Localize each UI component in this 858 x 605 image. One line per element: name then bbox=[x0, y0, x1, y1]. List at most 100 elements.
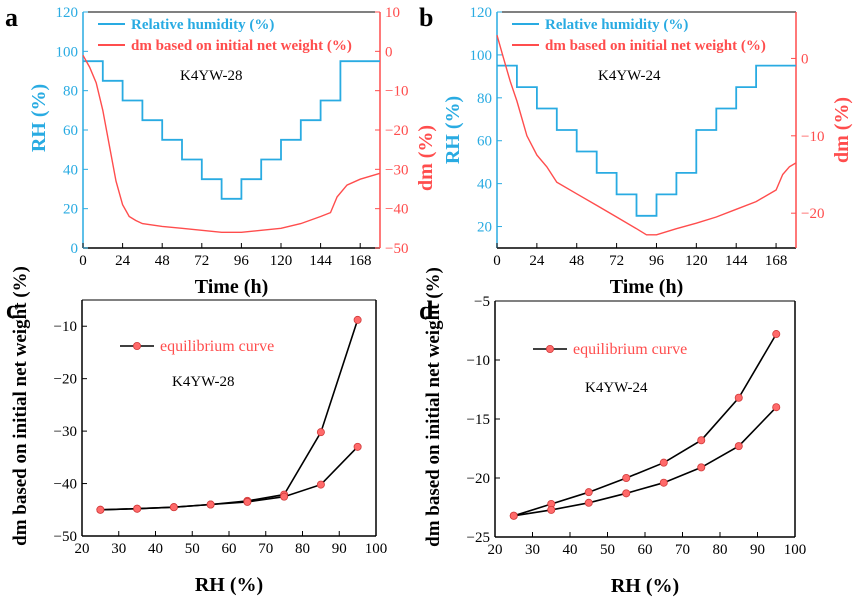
panel-d-x-tick-label: 80 bbox=[713, 542, 728, 558]
panel-a-x-axis-title: Time (h) bbox=[195, 276, 269, 298]
panel-c-x-tick-label: 60 bbox=[222, 541, 237, 557]
panel-d-x-tick-label: 40 bbox=[563, 542, 578, 558]
panel-d-left-tick-label: −5 bbox=[474, 294, 490, 310]
panel-c-x-tick-label: 50 bbox=[185, 541, 200, 557]
panel-c-legend-marker bbox=[132, 341, 141, 350]
panel-d-series-0-point bbox=[584, 488, 593, 497]
panel-c-legend-label: equilibrium curve bbox=[160, 338, 274, 355]
panel-a-right-tick-label: −50 bbox=[385, 241, 408, 257]
panel-b-left-tick-label: 80 bbox=[477, 91, 492, 107]
panel-d-x-tick-label: 50 bbox=[600, 542, 615, 558]
panel-a-left-tick-label: 120 bbox=[56, 5, 79, 21]
panel-d-x-tick-label: 100 bbox=[784, 542, 807, 558]
panel-a-right-tick-label: 0 bbox=[385, 44, 393, 60]
panel-d-series-0-line bbox=[513, 333, 777, 517]
panel-c-sample-label: K4YW-28 bbox=[172, 374, 235, 390]
panel-c-series-1-point bbox=[316, 480, 325, 489]
panel-b-x-tick-label: 144 bbox=[725, 253, 748, 269]
panel-a-left-tick-label: 20 bbox=[63, 202, 78, 218]
panel-d-x-tick-label: 60 bbox=[638, 542, 653, 558]
panel-c-series-0-point bbox=[316, 428, 325, 437]
panel-d-x-tick-label: 20 bbox=[488, 542, 503, 558]
panel-c-left-tick-label: −10 bbox=[54, 319, 77, 335]
panel-b-legend-dm-label: dm based on initial net weight (%) bbox=[545, 38, 766, 54]
panel-a-legend-rh-label: Relative humidity (%) bbox=[131, 17, 274, 33]
panel-a-x-tick-label: 0 bbox=[79, 253, 87, 269]
panel-c-left-tick-label: −30 bbox=[54, 424, 77, 440]
panel-a-x-tick-label: 72 bbox=[194, 253, 209, 269]
panel-b-left-tick-label: 60 bbox=[477, 134, 492, 150]
panel-b-x-axis-title: Time (h) bbox=[610, 276, 684, 298]
panel-b-x-tick-label: 96 bbox=[649, 253, 665, 269]
panel-d-x-tick-label: 30 bbox=[525, 542, 540, 558]
panel-c-left-tick-label: −50 bbox=[54, 529, 77, 545]
panel-d-series-0-point bbox=[622, 473, 631, 482]
panel-a-dm-series-line bbox=[82, 54, 381, 234]
panel-a-x-tick-label: 96 bbox=[234, 253, 250, 269]
panel-a-left-tick-label: 100 bbox=[56, 44, 79, 60]
panel-a-right-tick-label: −40 bbox=[385, 202, 408, 218]
panel-b-legend-rh-label: Relative humidity (%) bbox=[545, 17, 688, 33]
panel-c-series-1-point bbox=[133, 504, 142, 513]
panel-d-legend-label: equilibrium curve bbox=[573, 341, 687, 358]
panel-a-left-axis-title: RH (%) bbox=[28, 84, 50, 152]
panel-c-x-tick-label: 20 bbox=[75, 541, 90, 557]
panel-a: 0 24 48 72 96 120 144 168020406080100120−50−40−… bbox=[5, 3, 437, 298]
panel-d-legend-marker bbox=[546, 344, 555, 353]
panel-d-series-1-point bbox=[659, 478, 668, 487]
panel-b-x-tick-label: 120 bbox=[685, 253, 708, 269]
panel-c: 20 30 40 50 60 70 80 90 100 −50 −40 −30 −20 −10 equili… bbox=[6, 266, 387, 596]
panel-a-left-tick-label: 40 bbox=[63, 162, 78, 178]
panel-c-left-tick-label: −20 bbox=[54, 372, 77, 388]
panel-d-x-tick-label: 90 bbox=[750, 542, 765, 558]
panel-c-series-1-line bbox=[100, 446, 359, 511]
panel-b-left-tick-label: 20 bbox=[477, 220, 492, 236]
panel-b-left-tick-label: 120 bbox=[470, 5, 493, 21]
panel-d-series-1-point bbox=[622, 489, 631, 498]
panel-b-x-tick-label: 72 bbox=[609, 253, 624, 269]
panel-d-left-tick-label: −15 bbox=[467, 412, 490, 428]
panel-d-series-1-point bbox=[697, 463, 706, 472]
panel-c-x-tick-label: 80 bbox=[295, 541, 310, 557]
panel-a-x-tick-label: 120 bbox=[270, 253, 293, 269]
panel-d-left-tick-label: −25 bbox=[467, 530, 490, 546]
panel-b-right-tick-label: −10 bbox=[801, 129, 824, 145]
panel-d-series-1-line bbox=[513, 406, 777, 517]
panel-b-right-tick-label: 0 bbox=[801, 51, 809, 67]
panel-d-series-1-point bbox=[547, 505, 556, 514]
panel-a-sample-label: K4YW-28 bbox=[180, 68, 243, 84]
panel-d-series-0-point bbox=[697, 436, 706, 445]
panel-b: 02448729612014416820406080100120−20−1001… bbox=[419, 3, 853, 298]
panel-b-right-axis-title: dm (%) bbox=[831, 97, 853, 163]
panel-d-series-1-point bbox=[584, 498, 593, 507]
panel-b-dm-series-line bbox=[496, 35, 797, 236]
panel-b-sample-label: K4YW-24 bbox=[598, 68, 661, 84]
panel-c-series-1-point bbox=[206, 500, 215, 509]
panel-d-x-axis-title: RH (%) bbox=[611, 575, 679, 597]
panel-a-left-tick-label: 80 bbox=[63, 84, 78, 100]
panel-a-rh-series-line bbox=[83, 60, 380, 200]
panel-b-rh-series-line bbox=[497, 64, 796, 217]
panel-b-x-tick-label: 0 bbox=[493, 253, 501, 269]
panel-c-series-1-point bbox=[243, 497, 252, 506]
panel-d: 20 30 40 50 60 70 80 90 100 −25 −20 −15 −10 −5 equilib… bbox=[419, 267, 806, 597]
panel-d-sample-label: K4YW-24 bbox=[585, 380, 648, 396]
panel-c-x-tick-label: 100 bbox=[365, 541, 388, 557]
panel-c-series-1-point bbox=[353, 442, 362, 451]
panel-c-series-0-point bbox=[353, 315, 362, 324]
panel-a-right-axis-title: dm (%) bbox=[415, 125, 437, 191]
panel-c-x-tick-label: 30 bbox=[111, 541, 126, 557]
panel-c-series-1-point bbox=[280, 492, 289, 501]
panel-d-series-1-point bbox=[509, 511, 518, 520]
panel-d-letter: d bbox=[419, 296, 434, 325]
panel-a-x-tick-label: 48 bbox=[155, 253, 170, 269]
panel-a-legend-dm-label: dm based on initial net weight (%) bbox=[131, 38, 352, 54]
panel-d-series-0-point bbox=[734, 393, 743, 402]
panel-d-left-tick-label: −10 bbox=[467, 353, 490, 369]
panel-b-x-tick-label: 24 bbox=[529, 253, 545, 269]
panel-d-series-0-point bbox=[772, 330, 781, 339]
panel-c-x-tick-label: 70 bbox=[258, 541, 273, 557]
panel-b-x-tick-label: 168 bbox=[765, 253, 788, 269]
panel-d-left-tick-label: −20 bbox=[467, 471, 490, 487]
